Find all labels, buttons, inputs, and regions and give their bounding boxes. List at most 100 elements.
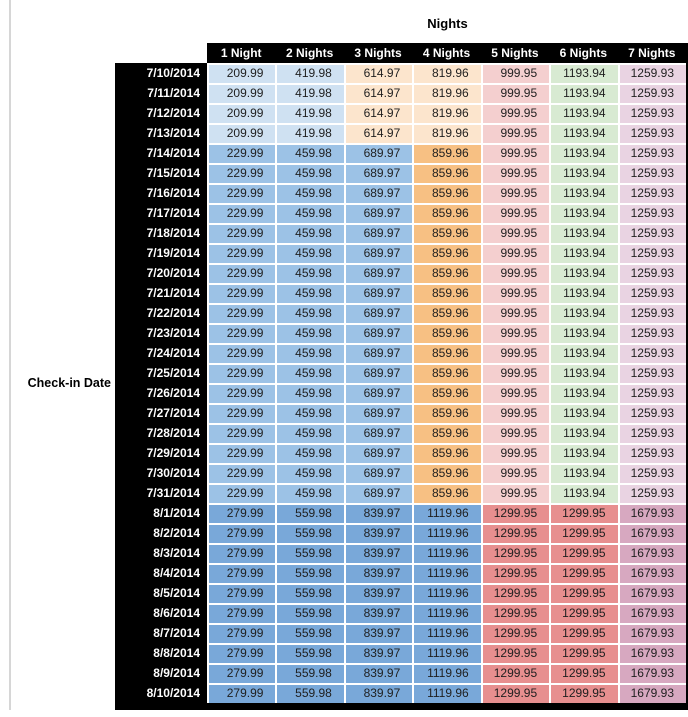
row-header-date[interactable]: 7/22/2014 (115, 303, 207, 323)
price-cell[interactable]: 1259.93 (617, 283, 686, 303)
price-cell[interactable]: 689.97 (343, 243, 413, 263)
price-cell[interactable]: 1299.95 (480, 503, 550, 523)
price-cell[interactable]: 999.95 (480, 183, 550, 203)
price-cell[interactable]: 229.99 (207, 143, 276, 163)
price-cell[interactable]: 279.99 (207, 603, 276, 623)
price-cell[interactable]: 689.97 (343, 383, 413, 403)
price-cell[interactable]: 1193.94 (549, 203, 618, 223)
price-cell[interactable]: 229.99 (207, 403, 276, 423)
price-cell[interactable]: 839.97 (343, 663, 413, 683)
price-cell[interactable]: 999.95 (480, 463, 550, 483)
price-cell[interactable]: 1259.93 (617, 83, 686, 103)
price-cell[interactable]: 859.96 (412, 403, 481, 423)
price-cell[interactable]: 1193.94 (549, 263, 618, 283)
price-cell[interactable]: 279.99 (207, 563, 276, 583)
price-cell[interactable]: 689.97 (343, 263, 413, 283)
price-cell[interactable]: 819.96 (412, 83, 481, 103)
price-cell[interactable]: 819.96 (412, 103, 481, 123)
price-cell[interactable]: 1119.96 (412, 583, 481, 603)
price-cell[interactable]: 459.98 (275, 243, 344, 263)
price-cell[interactable]: 839.97 (343, 523, 413, 543)
price-cell[interactable]: 459.98 (275, 423, 344, 443)
price-cell[interactable]: 1679.93 (617, 563, 686, 583)
price-cell[interactable]: 1193.94 (549, 383, 618, 403)
row-header-date[interactable]: 7/11/2014 (115, 83, 207, 103)
price-cell[interactable]: 614.97 (343, 83, 413, 103)
price-cell[interactable]: 859.96 (412, 343, 481, 363)
price-cell[interactable]: 229.99 (207, 443, 276, 463)
price-cell[interactable]: 1679.93 (617, 663, 686, 683)
price-cell[interactable]: 1259.93 (617, 243, 686, 263)
price-cell[interactable]: 859.96 (412, 383, 481, 403)
price-cell[interactable]: 1259.93 (617, 203, 686, 223)
price-cell[interactable]: 614.97 (343, 103, 413, 123)
price-cell[interactable]: 559.98 (275, 643, 344, 663)
row-header-date[interactable]: 7/29/2014 (115, 443, 207, 463)
price-cell[interactable]: 859.96 (412, 443, 481, 463)
price-cell[interactable]: 229.99 (207, 383, 276, 403)
price-cell[interactable]: 1259.93 (617, 223, 686, 243)
price-cell[interactable]: 1679.93 (617, 623, 686, 643)
price-cell[interactable]: 229.99 (207, 283, 276, 303)
price-cell[interactable]: 1259.93 (617, 483, 686, 503)
price-cell[interactable]: 1259.93 (617, 363, 686, 383)
column-header-2-nights[interactable]: 2 Nights (275, 43, 344, 63)
price-cell[interactable]: 839.97 (343, 643, 413, 663)
price-cell[interactable]: 999.95 (480, 423, 550, 443)
price-cell[interactable]: 459.98 (275, 403, 344, 423)
price-cell[interactable]: 999.95 (480, 203, 550, 223)
price-cell[interactable]: 1193.94 (549, 183, 618, 203)
price-cell[interactable]: 559.98 (275, 543, 344, 563)
row-header-date[interactable]: 7/20/2014 (115, 263, 207, 283)
row-header-date[interactable]: 7/18/2014 (115, 223, 207, 243)
price-cell[interactable]: 1259.93 (617, 63, 686, 83)
price-cell[interactable]: 1259.93 (617, 143, 686, 163)
price-cell[interactable]: 419.98 (275, 83, 344, 103)
price-cell[interactable]: 1299.95 (549, 563, 618, 583)
price-cell[interactable]: 839.97 (343, 603, 413, 623)
price-cell[interactable]: 689.97 (343, 283, 413, 303)
price-cell[interactable]: 229.99 (207, 343, 276, 363)
price-cell[interactable]: 559.98 (275, 623, 344, 643)
price-cell[interactable]: 999.95 (480, 123, 550, 143)
price-cell[interactable]: 689.97 (343, 483, 413, 503)
row-header-date[interactable]: 8/3/2014 (115, 543, 207, 563)
price-cell[interactable]: 839.97 (343, 543, 413, 563)
price-cell[interactable]: 1119.96 (412, 523, 481, 543)
price-cell[interactable]: 559.98 (275, 663, 344, 683)
row-header-date[interactable]: 7/12/2014 (115, 103, 207, 123)
price-cell[interactable]: 689.97 (343, 143, 413, 163)
price-cell[interactable]: 1259.93 (617, 343, 686, 363)
price-cell[interactable]: 459.98 (275, 383, 344, 403)
price-cell[interactable]: 279.99 (207, 683, 276, 703)
price-cell[interactable]: 1193.94 (549, 403, 618, 423)
price-cell[interactable]: 999.95 (480, 363, 550, 383)
row-header-date[interactable]: 8/1/2014 (115, 503, 207, 523)
price-cell[interactable]: 999.95 (480, 163, 550, 183)
price-cell[interactable]: 1119.96 (412, 603, 481, 623)
price-cell[interactable]: 859.96 (412, 183, 481, 203)
price-cell[interactable]: 1193.94 (549, 123, 618, 143)
price-cell[interactable]: 819.96 (412, 63, 481, 83)
price-cell[interactable]: 859.96 (412, 243, 481, 263)
price-cell[interactable]: 689.97 (343, 443, 413, 463)
price-cell[interactable]: 614.97 (343, 63, 413, 83)
price-cell[interactable]: 279.99 (207, 543, 276, 563)
price-cell[interactable]: 229.99 (207, 303, 276, 323)
row-header-date[interactable]: 7/30/2014 (115, 463, 207, 483)
price-cell[interactable]: 459.98 (275, 443, 344, 463)
price-cell[interactable]: 819.96 (412, 123, 481, 143)
price-cell[interactable]: 1679.93 (617, 583, 686, 603)
row-header-date[interactable]: 7/14/2014 (115, 143, 207, 163)
row-header-date[interactable]: 7/19/2014 (115, 243, 207, 263)
price-cell[interactable]: 859.96 (412, 483, 481, 503)
price-cell[interactable]: 839.97 (343, 563, 413, 583)
price-cell[interactable]: 229.99 (207, 183, 276, 203)
price-cell[interactable]: 859.96 (412, 203, 481, 223)
row-header-date[interactable]: 8/2/2014 (115, 523, 207, 543)
price-cell[interactable]: 1259.93 (617, 303, 686, 323)
price-cell[interactable]: 1193.94 (549, 83, 618, 103)
price-cell[interactable]: 689.97 (343, 363, 413, 383)
price-cell[interactable]: 1259.93 (617, 463, 686, 483)
price-cell[interactable]: 859.96 (412, 423, 481, 443)
